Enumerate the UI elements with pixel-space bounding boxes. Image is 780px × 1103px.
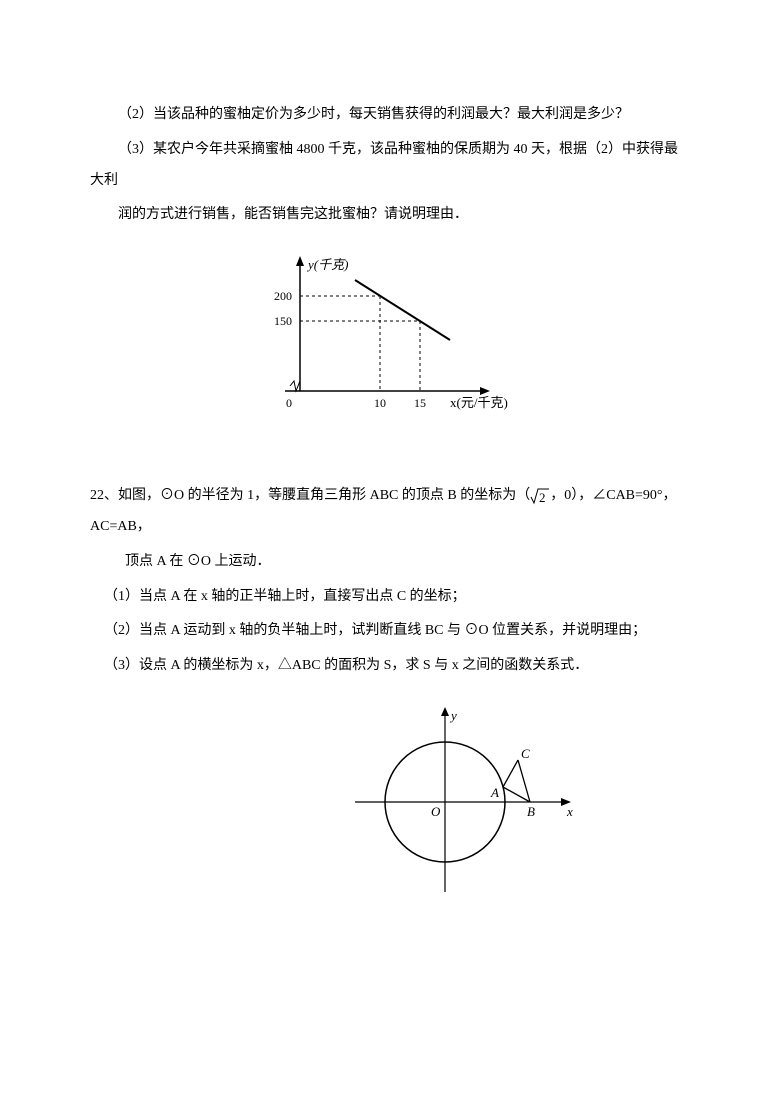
x-label: x [566, 804, 573, 819]
q22-diagram: y x O A B C [240, 702, 690, 902]
ytick2: 150 [274, 314, 292, 328]
sqrt-expr: 2 [530, 487, 550, 505]
xtick2: 15 [414, 396, 426, 410]
q22-p1: （1）当点 A 在 x 轴的正半轴上时，直接写出点 C 的坐标； [90, 582, 690, 613]
q22-line2: 顶点 A 在 ⊙O 上运动． [90, 547, 690, 578]
line-chart-svg: y(千克) 200 150 10 15 0 x(元/千克) [260, 251, 520, 421]
q22-line1a: 22、如图，⊙O 的半径为 1，等腰直角三角形 ABC 的顶点 B 的坐标为（ [90, 488, 530, 503]
O-label: O [431, 804, 441, 819]
q22-p3: （3）设点 A 的横坐标为 x，△ABC 的面积为 S，求 S 与 x 之间的函… [90, 651, 690, 682]
origin: 0 [286, 396, 292, 410]
q21-p3a: （3）某农户今年共采摘蜜柚 4800 千克，该品种蜜柚的保质期为 40 天，根据… [90, 135, 690, 197]
q21-chart: y(千克) 200 150 10 15 0 x(元/千克) [90, 251, 690, 421]
q22-line1: 22、如图，⊙O 的半径为 1，等腰直角三角形 ABC 的顶点 B 的坐标为（ 2… [90, 481, 690, 543]
ytick1: 200 [274, 289, 292, 303]
C-label: C [521, 746, 530, 761]
q22-p2: （2）当点 A 运动到 x 轴的负半轴上时，试判断直线 BC 与 ⊙O 位置关系… [90, 616, 690, 647]
A-label: A [490, 785, 499, 800]
q21-p2: （2）当该品种的蜜柚定价为多少时，每天销售获得的利润最大？最大利润是多少？ [90, 100, 690, 131]
ylabel: y(千克) [306, 257, 348, 272]
y-label: y [449, 708, 457, 723]
q21-part2: （2）当该品种的蜜柚定价为多少时，每天销售获得的利润最大？最大利润是多少？ （3… [90, 100, 690, 231]
q21-p3b: 润的方式进行销售，能否销售完这批蜜柚？请说明理由． [90, 200, 690, 231]
B-label: B [527, 804, 535, 819]
q22-block: 22、如图，⊙O 的半径为 1，等腰直角三角形 ABC 的顶点 B 的坐标为（ 2… [90, 481, 690, 682]
xtick1: 10 [374, 396, 386, 410]
svg-text:2: 2 [539, 490, 546, 505]
xlabel: x(元/千克) [450, 395, 508, 410]
circle-diagram-svg: y x O A B C [345, 702, 585, 902]
